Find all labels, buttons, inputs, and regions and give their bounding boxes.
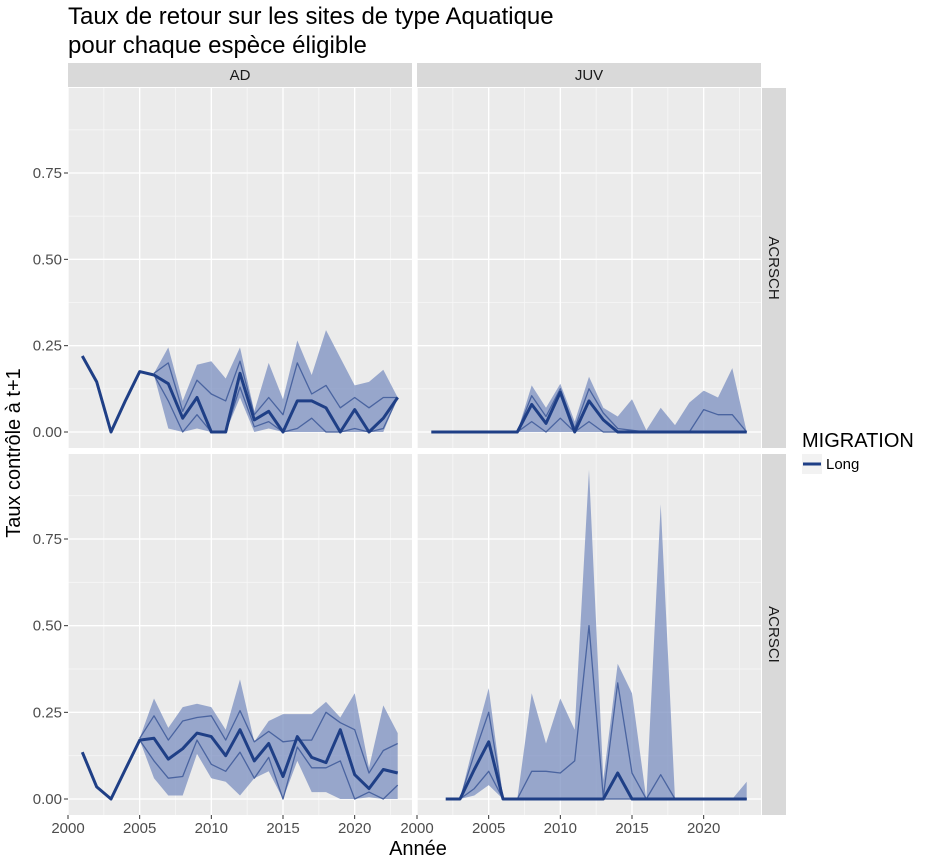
x-tick-label: 2010 [544, 820, 577, 837]
y-tick-label: 0.25 [33, 704, 62, 721]
y-tick-label: 0.00 [33, 424, 62, 441]
strip-ad [68, 63, 412, 87]
x-tick-label: 2000 [400, 820, 433, 837]
legend-label-long: Long [826, 456, 859, 473]
series-acrsci-ad [80, 679, 399, 801]
facet-panels [67, 88, 761, 815]
x-tick-label: 2000 [51, 820, 84, 837]
inner-bound-high-line [153, 360, 398, 416]
x-tick-label: 2005 [472, 820, 505, 837]
y-tick-label: 0.25 [33, 338, 62, 355]
legend-title: MIGRATION [802, 430, 914, 452]
y-axis-title: Taux contrôle à t+1 [3, 368, 25, 538]
series-acrsci-juv [445, 469, 747, 801]
chart-title-line-1: Taux de retour sur les sites de type Aqu… [68, 3, 554, 30]
confidence-ribbon [154, 330, 398, 432]
y-tick-label: 0.50 [33, 251, 62, 268]
strip-label-juv: JUV [575, 67, 603, 84]
confidence-ribbon [139, 679, 398, 799]
legend: MIGRATION Long [802, 430, 914, 474]
x-tick-label: 2020 [687, 820, 720, 837]
strip-juv [417, 63, 761, 87]
series-acrsch-ad [80, 330, 399, 434]
y-axis: 0.00 0.25 0.50 0.75 0.00 0.25 0.50 0.75 [33, 165, 68, 808]
x-tick-label: 2020 [338, 820, 371, 837]
inner-bound-high-line [516, 388, 748, 433]
x-axis-title: Année [389, 838, 447, 860]
x-axis: 2000 2005 2010 2015 2020 2000 2005 2010 2015 2020 [51, 815, 720, 837]
strip-label-ad: AD [230, 67, 251, 84]
y-tick-label: 0.75 [33, 165, 62, 182]
mean-line [445, 740, 747, 801]
chart-title-line-2: pour chaque espèce éligible [68, 32, 367, 59]
confidence-ribbon [517, 368, 747, 432]
inner-bound-high-line [139, 709, 398, 774]
x-tick-label: 2015 [615, 820, 648, 837]
y-tick-label: 0.50 [33, 618, 62, 635]
y-tick-label: 0.00 [33, 791, 62, 808]
strip-acrsch [762, 88, 786, 448]
confidence-ribbon [460, 469, 747, 799]
strip-label-acrsch: ACRSCH [765, 236, 782, 299]
x-tick-label: 2015 [266, 820, 299, 837]
series-acrsch-juv [431, 368, 748, 434]
inner-bound-low-line [153, 374, 399, 433]
strip-acrsci [762, 454, 786, 815]
inner-bound-low-line [139, 739, 399, 800]
x-tick-label: 2010 [195, 820, 228, 837]
x-tick-label: 2005 [123, 820, 156, 837]
strip-label-acrsci: ACRSCI [765, 606, 782, 663]
facet-strips: AD JUV ACRSCH ACRSCI [68, 63, 786, 815]
y-tick-label: 0.75 [33, 531, 62, 548]
